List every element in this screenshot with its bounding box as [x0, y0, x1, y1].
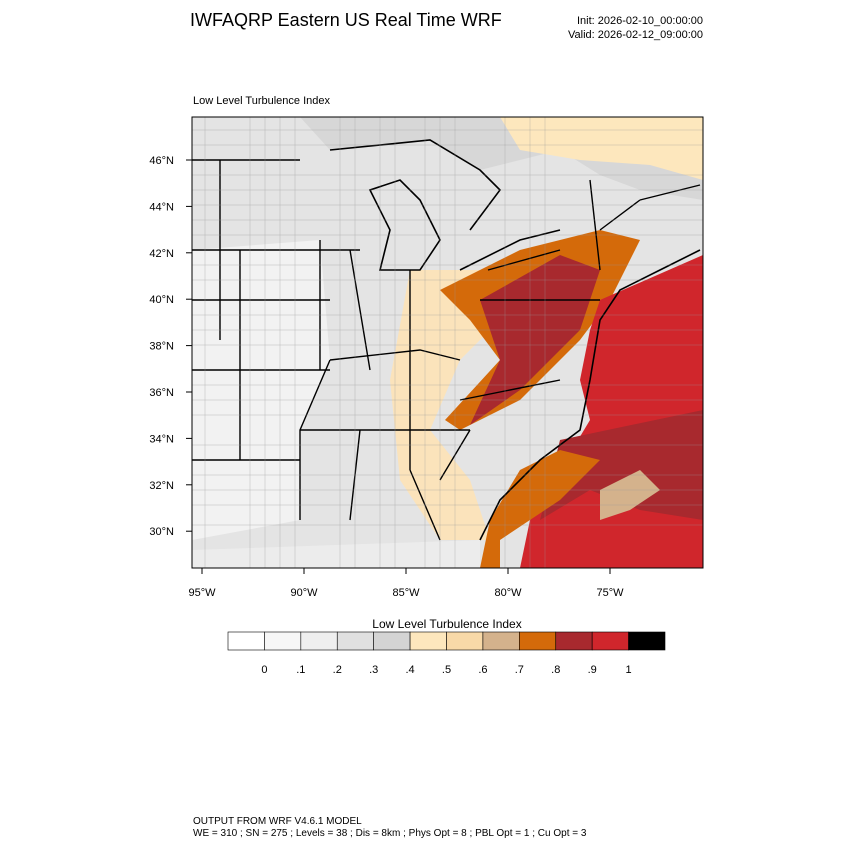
lon-label: 75°W: [596, 587, 624, 599]
lat-label: 32°N: [149, 480, 174, 492]
colorbar-label: .7: [515, 664, 524, 676]
lat-label: 38°N: [149, 341, 174, 353]
colorbar-label: .6: [478, 664, 487, 676]
colorbar-box: [591, 631, 629, 651]
colorbar-box: [519, 631, 557, 651]
colorbar-title: Low Level Turbulence Index: [372, 617, 521, 631]
lon-label: 90°W: [290, 587, 318, 599]
page-title: IWFAQRP Eastern US Real Time WRF: [190, 10, 502, 30]
map-title: Low Level Turbulence Index: [193, 95, 330, 107]
colorbar-label: 1: [626, 664, 632, 676]
quebec-region: [500, 117, 703, 180]
lon-label: 85°W: [392, 587, 420, 599]
lat-label: 34°N: [149, 433, 174, 445]
colorbar-box: [409, 631, 447, 651]
colorbar-box: [264, 631, 302, 651]
lon-label: 80°W: [494, 587, 522, 599]
gulf-region: [192, 540, 480, 568]
map: [191, 116, 704, 569]
colorbar-label: .2: [333, 664, 342, 676]
county-lines: [192, 117, 703, 568]
colorbar-box: [373, 631, 411, 651]
colorbar-box: [555, 631, 593, 651]
footer-line: WE = 310 ; SN = 275 ; Levels = 38 ; Dis …: [193, 828, 587, 839]
colorbar-label: .9: [588, 664, 597, 676]
lat-label: 30°N: [149, 526, 174, 538]
colorbar-box: [336, 631, 374, 651]
lat-label: 44°N: [149, 201, 174, 213]
colorbar-label: 0: [261, 664, 267, 676]
coastal-band: [480, 450, 600, 568]
valid-time: Valid: 2026-02-12_09:00:00: [568, 29, 703, 41]
ohio-region: [390, 270, 500, 540]
colorbar-label: .1: [296, 664, 305, 676]
lon-label: 95°W: [188, 587, 216, 599]
lat-label: 46°N: [149, 155, 174, 167]
colorbar-label: .4: [405, 664, 414, 676]
lat-label: 42°N: [149, 248, 174, 260]
init-time: Init: 2026-02-10_00:00:00: [577, 15, 703, 27]
footer-line: OUTPUT FROM WRF V4.6.1 MODEL: [193, 816, 362, 827]
colorbar-box: [446, 631, 484, 651]
colorbar-box: [482, 631, 520, 651]
colorbar-label: .8: [551, 664, 560, 676]
colorbar-box: [300, 631, 338, 651]
ocean-band: [540, 410, 703, 520]
colorbar-label: .3: [369, 664, 378, 676]
colorbar-label: .5: [442, 664, 451, 676]
lat-label: 40°N: [149, 294, 174, 306]
high-band: [470, 255, 600, 425]
colorbar-box: [628, 631, 666, 651]
colorbar-box: [227, 631, 265, 651]
ocean-patch: [600, 470, 660, 520]
lat-label: 36°N: [149, 387, 174, 399]
map-frame: [191, 116, 704, 569]
